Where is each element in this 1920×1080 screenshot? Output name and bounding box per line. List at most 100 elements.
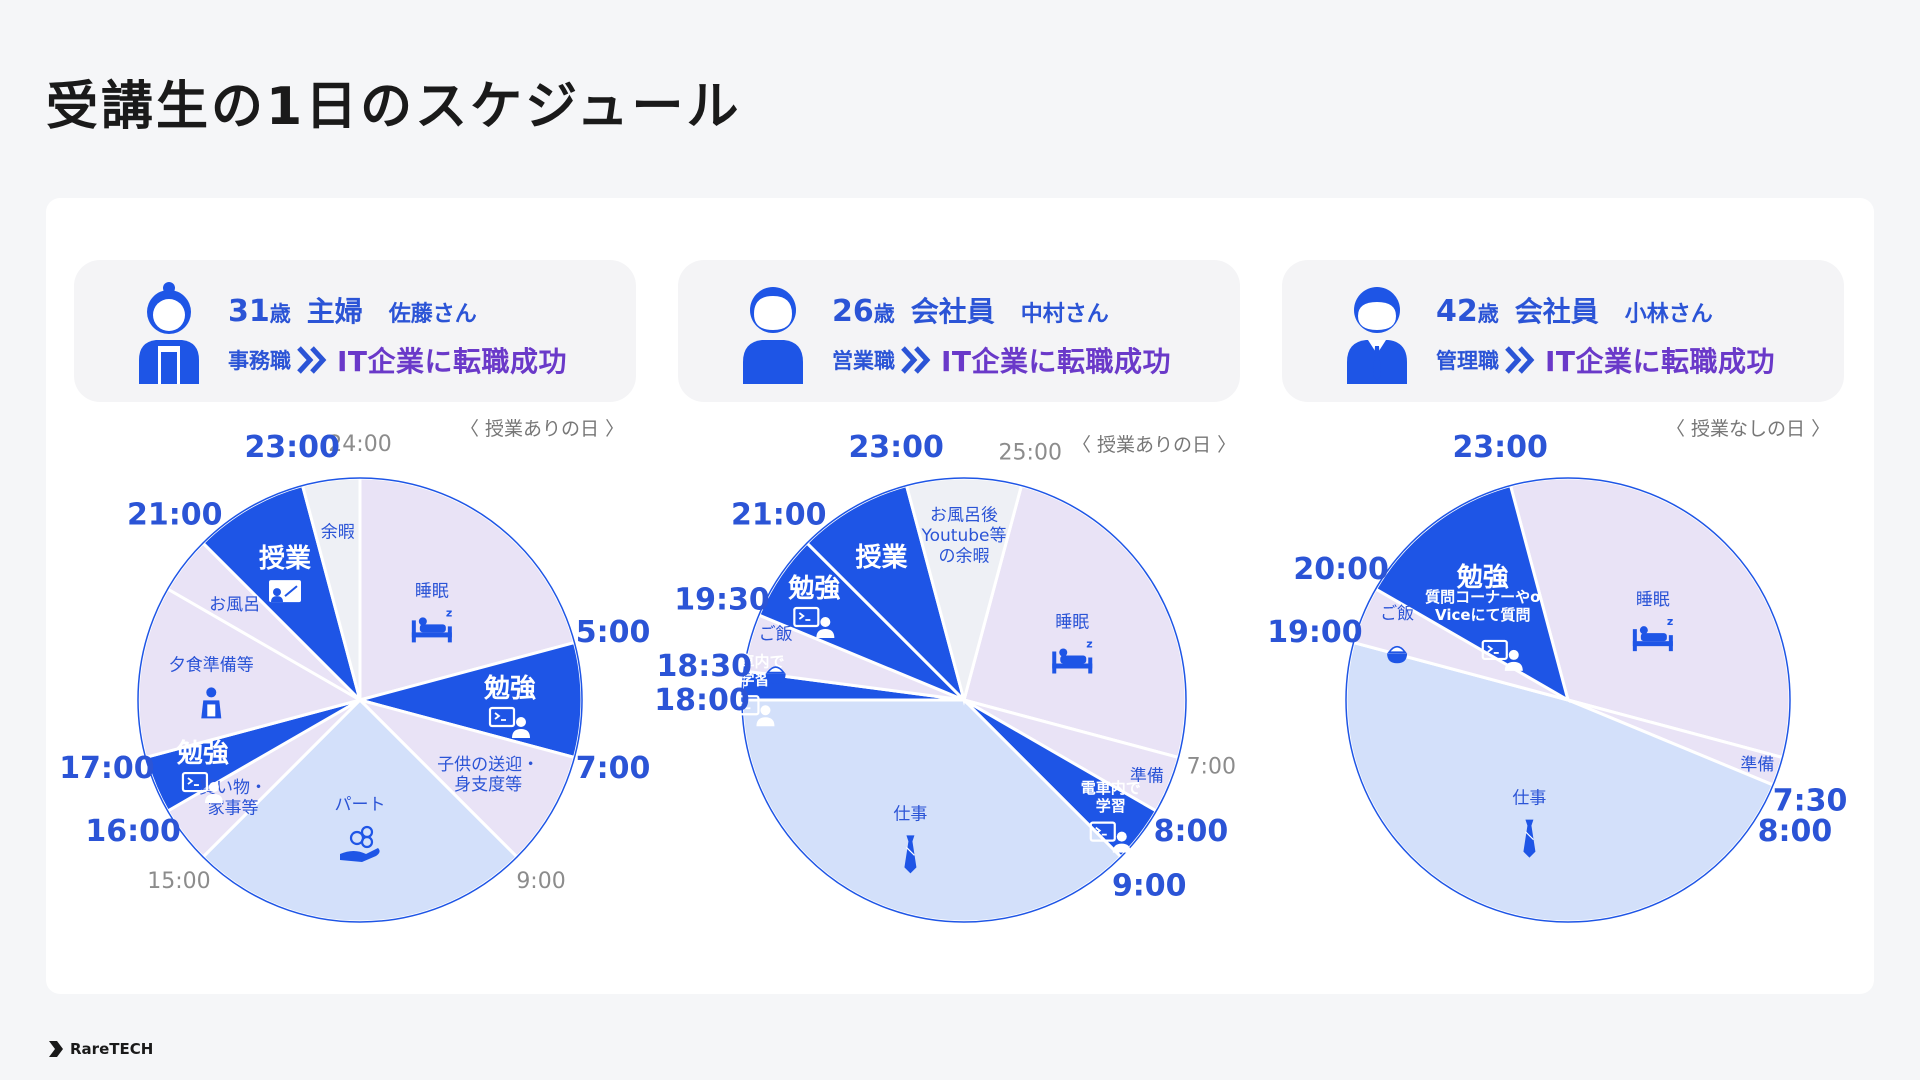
- slice-label: 仕事: [1512, 789, 1546, 809]
- profile-prev-job: 営業職: [832, 349, 895, 373]
- slice-label: 勉強: [1456, 563, 1509, 593]
- profile-result: IT企業に転職成功: [1545, 345, 1776, 378]
- profile-prev-job: 事務職: [228, 349, 291, 373]
- pie-outline: [137, 477, 583, 923]
- time-label: 23:00: [848, 430, 944, 465]
- slice-label: 余暇: [321, 522, 355, 542]
- slice-label: 授業: [259, 544, 311, 574]
- study-icon: [793, 606, 835, 638]
- slice-label: 準備: [1130, 767, 1164, 787]
- time-label: 17:00: [59, 751, 154, 786]
- time-label: 8:00: [1758, 814, 1833, 849]
- profile-age-unit: 歳: [269, 302, 291, 326]
- profile-age: 26: [832, 294, 874, 329]
- tie-icon: [904, 835, 917, 874]
- slice-label: 子供の送迎・: [437, 755, 539, 775]
- time-label: 7:30: [1773, 783, 1848, 818]
- brand-logo-icon: [49, 1041, 63, 1057]
- slice-label: 電車内で: [724, 653, 784, 671]
- profile-age-unit: 歳: [873, 302, 895, 326]
- slice-label: の余暇: [939, 546, 990, 566]
- profile-result: IT企業に転職成功: [337, 345, 568, 378]
- apron-icon: [201, 687, 222, 719]
- tie-icon: [1523, 819, 1536, 858]
- time-label: 7:00: [1187, 754, 1236, 779]
- slice-label: 睡眠: [1636, 590, 1670, 610]
- employee-avatar-icon: [743, 287, 803, 384]
- time-label: 25:00: [999, 441, 1062, 466]
- time-label: 8:00: [1154, 814, 1229, 849]
- slice-label: 勉強: [787, 574, 840, 604]
- slice-label: 睡眠: [1055, 612, 1089, 632]
- slice-sublabel: Viceにて質問: [1435, 606, 1531, 624]
- schedule-pie-chart-2: 睡眠z準備電車内で学習仕事電車内で学習ご飯勉強授業お風呂後Youtube等の余暇…: [654, 430, 1236, 924]
- day-type-label-3: 〈 授業なしの日 〉: [1666, 418, 1831, 440]
- time-label: 19:00: [1267, 615, 1363, 650]
- slice-label: 夕食準備等: [169, 655, 254, 675]
- footer-brand: RareTECH: [48, 1040, 153, 1058]
- time-label: 15:00: [147, 869, 210, 894]
- bed-icon: z: [411, 606, 452, 643]
- slice-sublabel: 質問コーナーやo: [1425, 588, 1540, 606]
- svg-text:z: z: [1086, 638, 1092, 651]
- time-label: 23:00: [1452, 430, 1548, 465]
- time-label: 20:00: [1293, 552, 1389, 587]
- slice-label: 学習: [739, 671, 769, 689]
- profile-card-2: 26歳 会社員 中村さん 営業職 IT企業に転職成功: [678, 260, 1240, 402]
- bowl-icon: [765, 666, 786, 684]
- pie-outline: [741, 477, 1187, 923]
- slice-label: お風呂後: [930, 506, 998, 526]
- study-icon: [488, 706, 530, 738]
- slice-label: 家事等: [208, 799, 259, 819]
- time-label: 21:00: [731, 498, 827, 533]
- study-icon: [733, 695, 775, 727]
- time-label: 9:00: [516, 869, 565, 894]
- time-label: 21:00: [127, 498, 223, 533]
- profile-card-3: 42歳 会社員 小林さん 管理職 IT企業に転職成功: [1282, 260, 1844, 402]
- profile-age: 42: [1436, 294, 1478, 329]
- slice-label: 授業: [855, 543, 907, 573]
- slice-label: ご飯: [759, 624, 793, 644]
- slice-label: 仕事: [893, 804, 927, 824]
- profile-prev-job: 管理職: [1436, 349, 1499, 373]
- slice-label: 電車内で: [1081, 779, 1141, 797]
- double-chevron-icon: [901, 346, 931, 374]
- slice-label: 準備: [1740, 755, 1774, 775]
- bed-icon: z: [1632, 615, 1673, 652]
- slice-label: 勉強: [483, 674, 536, 704]
- time-label: 18:30: [656, 649, 752, 684]
- brand-name: RareTECH: [70, 1040, 154, 1058]
- schedule-pie-chart-1: 睡眠z勉強子供の送迎・身支度等パート買い物・家事等勉強夕食準備等お風呂授業余暇2…: [59, 430, 650, 924]
- profile-role: 主婦: [306, 295, 363, 328]
- profile-result: IT企業に転職成功: [941, 345, 1172, 378]
- day-type-label-1: 〈 授業ありの日 〉: [460, 418, 625, 440]
- time-label: 18:00: [654, 683, 750, 718]
- time-label: 7:00: [576, 751, 651, 786]
- profile-role: 会社員: [1514, 295, 1599, 328]
- profile-name: 中村さん: [1020, 302, 1109, 327]
- slice-label: 勉強: [176, 739, 229, 769]
- slice-label: 睡眠: [415, 581, 449, 601]
- time-label: 23:00: [244, 430, 340, 465]
- page-title: 受講生の1日のスケジュール: [46, 77, 742, 137]
- study-icon: [181, 771, 223, 804]
- slice-label: Youtube等: [921, 526, 1007, 546]
- profile-card-1: 31歳 主婦 佐藤さん 事務職 IT企業に転職成功: [74, 260, 636, 402]
- slice-label: パート: [335, 795, 386, 815]
- day-type-label-2: 〈 授業ありの日 〉: [1072, 434, 1237, 456]
- time-label: 19:30: [674, 583, 770, 618]
- slice-label: 学習: [1096, 797, 1126, 815]
- time-label: 5:00: [576, 615, 651, 650]
- double-chevron-icon: [297, 346, 327, 374]
- profile-name: 小林さん: [1624, 302, 1713, 327]
- coin-hand-icon: [340, 825, 380, 862]
- study-icon: [1481, 639, 1523, 671]
- time-label: 24:00: [328, 432, 391, 457]
- bowl-icon: [1387, 645, 1408, 664]
- profile-role: 会社員: [910, 295, 995, 328]
- double-chevron-icon: [1505, 346, 1535, 374]
- pie-outline: [1345, 477, 1791, 923]
- manager-avatar-icon: [1347, 287, 1407, 384]
- lecture-icon: [269, 580, 301, 603]
